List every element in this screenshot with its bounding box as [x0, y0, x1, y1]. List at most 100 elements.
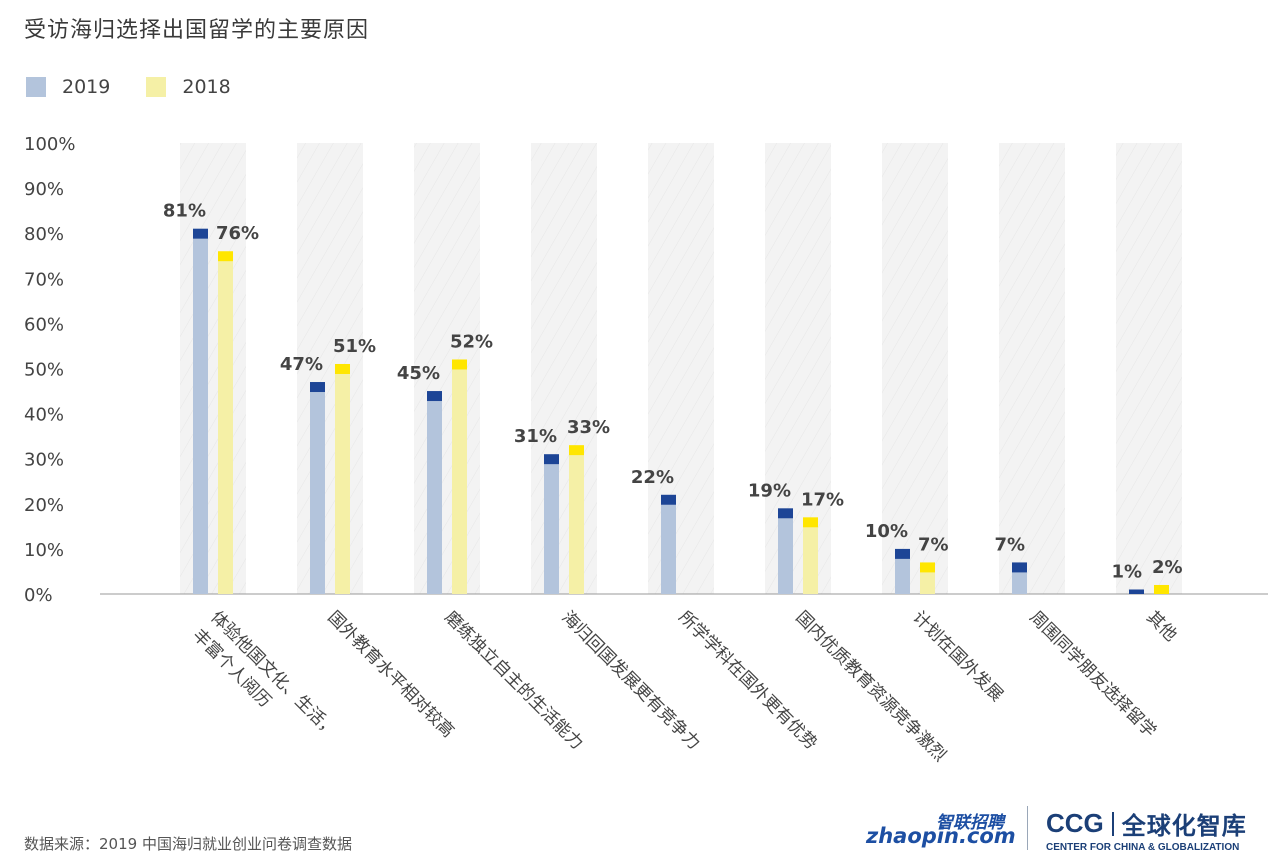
- bar-cap: [661, 494, 676, 505]
- ccg-logo: CCG 全球化智库 CENTER FOR CHINA & GLOBALIZATI…: [1046, 806, 1268, 853]
- bar-2019: [895, 548, 910, 594]
- zhaopin-logo-en: zhaopin.com: [866, 824, 1016, 848]
- bar-body: [778, 518, 793, 594]
- x-category-label: 其他: [1142, 607, 1180, 645]
- bar-2018: [920, 562, 935, 594]
- ccg-logo-separator: [1111, 811, 1114, 836]
- bar-2018: [569, 445, 584, 594]
- y-tick-label: 80%: [24, 224, 64, 245]
- zhaopin-logo-cn: 智联招聘: [936, 813, 1004, 833]
- bar-body: [427, 401, 442, 594]
- bar-2019: [1129, 589, 1144, 594]
- x-category-label: 周围同学朋友选择留学: [1025, 607, 1159, 741]
- value-label-2019: 22%: [631, 467, 674, 488]
- bar-body: [1012, 572, 1027, 594]
- category-band: [531, 143, 597, 594]
- y-tick-label: 40%: [24, 405, 64, 426]
- y-tick-label: 90%: [24, 179, 64, 200]
- bar-body: [569, 455, 584, 594]
- bar-cap: [544, 454, 559, 465]
- legend-item-2018: 2018: [146, 76, 231, 98]
- ccg-logo-en: CENTER FOR CHINA & GLOBALIZATION: [1046, 842, 1240, 853]
- category-band: [180, 143, 246, 594]
- logo-divider: [1027, 806, 1028, 850]
- y-tick-label: 60%: [24, 314, 64, 335]
- bar-cap: [193, 228, 208, 239]
- bar-body: [544, 464, 559, 594]
- bar-2019: [544, 454, 559, 594]
- bar-cap: [1154, 584, 1169, 594]
- category-band: [648, 143, 714, 594]
- bar-2018: [452, 359, 467, 594]
- value-label-2018: 2%: [1152, 557, 1183, 578]
- bar-body: [661, 504, 676, 594]
- legend-swatch-2018: [146, 77, 167, 97]
- legend-item-2019: 2019: [26, 76, 110, 98]
- legend-label-2018: 2018: [182, 76, 231, 98]
- zhaopin-logo: 智联招聘 zhaopin.com: [866, 808, 1016, 848]
- value-label-2019: 45%: [397, 363, 440, 384]
- bar-cap: [427, 391, 442, 402]
- value-label-2019: 1%: [1111, 561, 1142, 582]
- value-label-2019: 10%: [865, 521, 908, 542]
- bar-2019: [778, 508, 793, 594]
- y-tick-label: 30%: [24, 450, 64, 471]
- bar-body: [895, 558, 910, 594]
- bar-chart: 0% 10% 20% 30% 40% 50% 60% 70% 80% 90% 100% 81% 47%…: [24, 134, 1268, 766]
- value-label-2019: 19%: [748, 480, 791, 501]
- y-tick-label: 20%: [24, 495, 64, 516]
- bar-cap: [895, 548, 910, 559]
- bar-2019: [193, 228, 208, 594]
- x-category-label: 计划在国外发展: [908, 607, 1006, 705]
- category-band: [414, 143, 480, 594]
- bar-body: [310, 392, 325, 594]
- bar-body: [193, 238, 208, 594]
- bar-2018: [218, 251, 233, 594]
- bar-2019: [1012, 562, 1027, 594]
- bar-cap: [1012, 562, 1027, 573]
- bar-cap: [1129, 589, 1144, 594]
- x-category-label: 国外教育水平相对较高: [323, 607, 457, 741]
- value-label-2018: 52%: [450, 331, 493, 352]
- bar-cap: [778, 508, 793, 519]
- y-tick-label: 0%: [24, 585, 53, 606]
- data-source-note: 数据来源：2019 中国海归就业创业问卷调查数据: [24, 835, 352, 853]
- bar-body: [803, 527, 818, 594]
- bar-cap: [803, 517, 818, 528]
- category-band: [1116, 143, 1182, 594]
- value-label-2018: 76%: [216, 223, 259, 244]
- ccg-logo-cn: 全球化智库: [1121, 812, 1247, 840]
- bar-cap: [335, 363, 350, 374]
- value-label-2019: 81%: [163, 201, 206, 222]
- legend: 2019 2018: [26, 76, 267, 98]
- category-band: [765, 143, 831, 594]
- bar-cap: [569, 445, 584, 456]
- y-tick-label: 10%: [24, 540, 64, 561]
- y-tick-label: 70%: [24, 269, 64, 290]
- category-band: [882, 143, 948, 594]
- bar-cap: [218, 251, 233, 262]
- x-category-label: 磨练独立自主的生活能力: [440, 607, 586, 753]
- value-label-2019: 7%: [994, 534, 1025, 555]
- ccg-logo-abbr: CCG: [1046, 808, 1104, 838]
- chart-title: 受访海归选择出国留学的主要原因: [24, 18, 370, 43]
- bar-2019: [427, 391, 442, 594]
- bar-body: [218, 261, 233, 594]
- bar-body: [920, 572, 935, 594]
- value-label-2018: 33%: [567, 417, 610, 438]
- category-band: [297, 143, 363, 594]
- bar-cap: [920, 562, 935, 573]
- category-band: [999, 143, 1065, 594]
- bar-cap: [452, 359, 467, 370]
- bar-body: [335, 373, 350, 594]
- bar-2018: [1154, 584, 1169, 594]
- bar-2019: [310, 382, 325, 594]
- legend-swatch-2019: [26, 77, 46, 97]
- bar-2019: [661, 494, 676, 594]
- bar-body: [452, 369, 467, 594]
- bar-cap: [310, 382, 325, 393]
- value-label-2019: 31%: [514, 426, 557, 447]
- value-label-2018: 7%: [918, 534, 949, 555]
- bar-2018: [335, 363, 350, 594]
- value-label-2018: 51%: [333, 336, 376, 357]
